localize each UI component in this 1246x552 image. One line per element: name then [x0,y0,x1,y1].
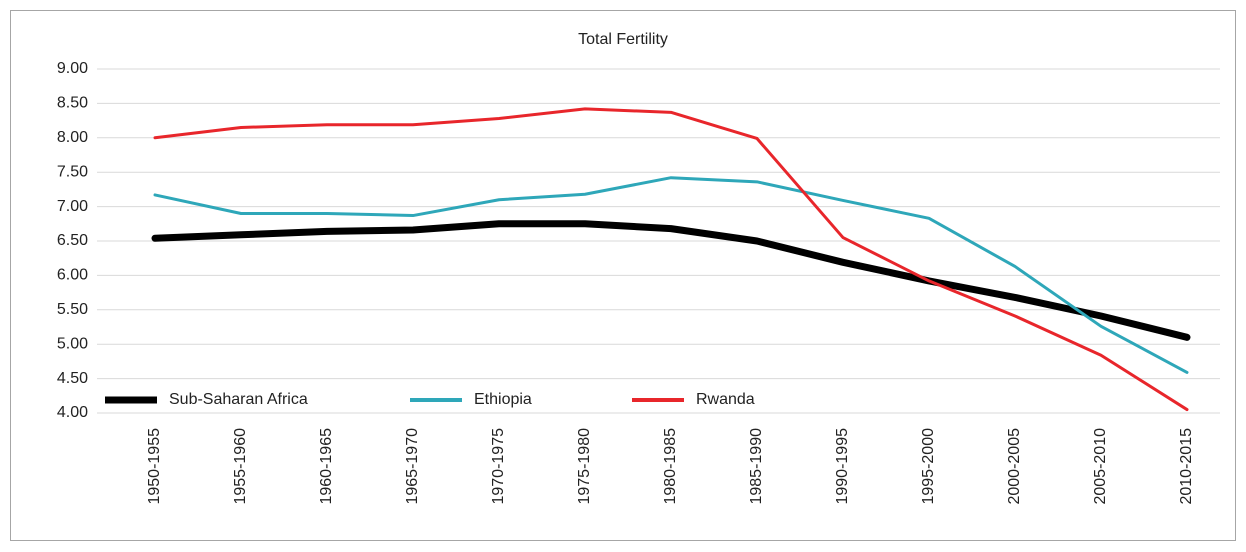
x-tick-label: 1990-1995 [834,428,851,505]
series-line [153,176,1189,374]
y-tick-label: 4.00 [57,404,88,421]
legend-label: Ethiopia [474,391,532,408]
legend-label: Rwanda [696,391,755,408]
y-tick-label: 7.50 [57,163,88,180]
x-tick-label: 1970-1975 [490,428,507,505]
x-tick-label: 1960-1965 [318,428,335,505]
x-tick-label: 2010-2015 [1178,428,1195,505]
x-tick-label: 1985-1990 [748,428,765,505]
y-tick-label: 5.50 [57,301,88,318]
series-line [153,107,1189,412]
x-tick-label: 1955-1960 [232,428,249,505]
legend-label: Sub-Saharan Africa [169,391,308,408]
x-tick-label: 1965-1970 [404,428,421,505]
chart-title: Total Fertility [578,31,668,48]
y-tick-label: 8.50 [57,95,88,112]
x-tick-label: 1980-1985 [662,428,679,505]
x-tick-label: 1950-1955 [146,428,163,505]
y-tick-label: 4.50 [57,370,88,387]
y-tick-label: 6.00 [57,267,88,284]
x-tick-label: 1995-2000 [920,428,937,505]
x-tick-label: 2000-2005 [1006,428,1023,505]
x-tick-label: 1975-1980 [576,428,593,505]
series-line [151,220,1191,341]
y-tick-label: 9.00 [57,60,88,77]
y-tick-label: 8.00 [57,129,88,146]
y-tick-label: 6.50 [57,232,88,249]
y-tick-label: 7.00 [57,198,88,215]
y-tick-label: 5.00 [57,335,88,352]
x-tick-label: 2005-2010 [1092,428,1109,505]
